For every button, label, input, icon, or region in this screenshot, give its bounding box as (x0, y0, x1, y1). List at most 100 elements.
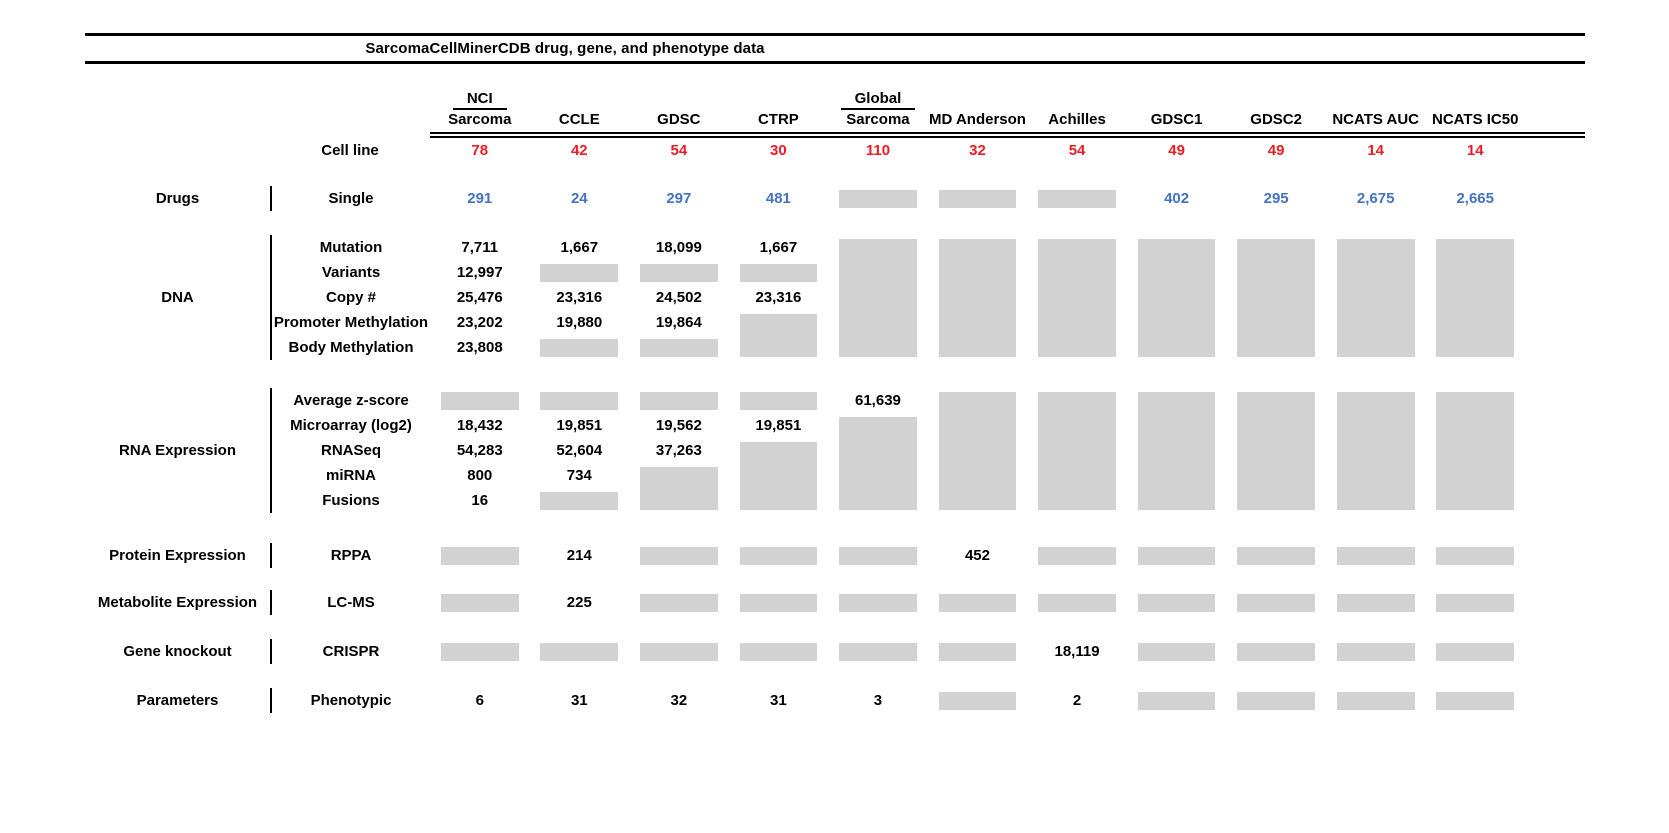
group-label: Metabolite Expression (97, 594, 258, 611)
table-body: Drugs Single 291 24 297 481 402 295 2,675 2,665 DN… (0, 186, 1669, 713)
missing-data-cell (530, 488, 630, 513)
missing-data-cell (430, 543, 530, 568)
row-label: CRISPR (270, 639, 430, 664)
missing-data-cell (1127, 590, 1227, 615)
figure-title: SarcomaCellMinerCDB drug, gene, and phen… (365, 40, 765, 57)
column-header-label: GDSC2 (1250, 111, 1302, 128)
missing-data-block (1137, 238, 1216, 357)
missing-data-cell (1326, 388, 1426, 513)
row-label: Promoter Methylation (270, 310, 430, 335)
data-value: 24,502 (655, 289, 702, 306)
missing-data-block (1237, 642, 1315, 661)
missing-data-cell (629, 543, 729, 568)
missing-data-cell (928, 639, 1028, 664)
missing-data-block (938, 238, 1017, 357)
missing-data-cell (530, 388, 630, 413)
data-value: 18,432 (456, 417, 503, 434)
group-label: Drugs (155, 190, 200, 207)
missing-data-cell (1425, 688, 1525, 713)
missing-data-cell (530, 260, 630, 285)
column-header: NCATS AUC (1326, 88, 1426, 132)
missing-data-block (640, 466, 718, 510)
missing-data-cell (629, 335, 729, 360)
cell-line-count: 14 (1466, 141, 1484, 159)
missing-data-cell (1326, 543, 1426, 568)
section-metabolite-expression: Metabolite Expression LC-MS 225 (85, 590, 1525, 615)
row-label: Phenotypic (270, 688, 430, 713)
data-value: 1,667 (560, 239, 599, 256)
missing-data-cell (629, 260, 729, 285)
missing-data-cell (1326, 590, 1426, 615)
header-double-rule (430, 132, 1585, 138)
data-value: 800 (467, 467, 493, 484)
missing-data-block (440, 546, 519, 565)
missing-data-cell (928, 590, 1028, 615)
data-value: 1,667 (759, 239, 798, 256)
missing-data-cell (1127, 235, 1227, 360)
group-label: DNA (161, 289, 194, 306)
data-value: 52,604 (556, 442, 603, 459)
missing-data-block (739, 441, 818, 510)
cell-line-count: 54 (1068, 141, 1086, 159)
section-parameters: Parameters Phenotypic 6 31 32 31 3 2 (85, 688, 1525, 713)
data-value: 297 (666, 190, 692, 207)
missing-data-cell (828, 235, 928, 360)
missing-data-block (640, 546, 718, 565)
column-header: MD Anderson (928, 88, 1028, 132)
cell-line-count: 32 (969, 141, 986, 159)
data-value: 225 (566, 594, 592, 611)
column-header: NCATS IC50 (1425, 88, 1525, 132)
missing-data-cell (828, 590, 928, 615)
column-header-label: Sarcoma (448, 111, 512, 128)
data-value: 23,202 (456, 314, 503, 331)
missing-data-block (640, 263, 718, 282)
row-label: Single (270, 186, 430, 211)
column-header-label: GDSC (657, 111, 701, 128)
data-value: 23,316 (755, 289, 802, 306)
missing-data-block (739, 263, 818, 282)
missing-data-cell (430, 388, 530, 413)
missing-data-cell (1127, 639, 1227, 664)
missing-data-block (540, 391, 619, 410)
missing-data-block (938, 642, 1017, 661)
cell-line-count: 54 (670, 141, 688, 159)
column-header: GDSC2 (1226, 88, 1326, 132)
missing-data-cell (1027, 543, 1127, 568)
data-value: 2,675 (1356, 190, 1395, 207)
group-label: RNA Expression (119, 442, 236, 459)
missing-data-block (938, 189, 1017, 208)
section-gene-knockout: Gene knockout CRISPR 18,119 (85, 639, 1525, 664)
missing-data-block (1436, 391, 1515, 510)
cell-line-count: 110 (865, 141, 891, 159)
missing-data-cell (828, 543, 928, 568)
cell-line-count: 78 (471, 141, 489, 159)
missing-data-block (839, 416, 917, 510)
missing-data-block (1038, 593, 1116, 612)
missing-data-cell (1326, 639, 1426, 664)
missing-data-cell (1326, 235, 1426, 360)
column-header-top-line: Global (840, 89, 916, 110)
row-label: Average z-score (270, 388, 430, 413)
missing-data-cell (1425, 235, 1525, 360)
missing-data-cell (729, 388, 829, 413)
data-value: 452 (964, 547, 990, 564)
missing-data-block (839, 546, 917, 565)
column-header: GDSC1 (1127, 88, 1227, 132)
missing-data-block (739, 642, 818, 661)
data-value: 7,711 (461, 239, 499, 256)
table-header: NCI Sarcoma CCLE GDSC CTRP Global Sarcoma MD An… (85, 88, 1585, 162)
data-value: 24 (570, 190, 588, 207)
data-value: 12,997 (456, 264, 503, 281)
missing-data-cell (1226, 388, 1326, 513)
missing-data-block (640, 338, 718, 357)
missing-data-cell (1226, 543, 1326, 568)
data-value: 19,880 (556, 314, 603, 331)
missing-data-block (739, 593, 818, 612)
section-rna-expression: RNA Expression Average z-score Microarray … (85, 388, 1525, 513)
missing-data-block (1237, 238, 1315, 357)
missing-data-block (739, 391, 818, 410)
missing-data-block (640, 593, 718, 612)
missing-data-block (1336, 391, 1415, 510)
column-header-label: CCLE (558, 111, 600, 128)
missing-data-cell (729, 260, 829, 285)
